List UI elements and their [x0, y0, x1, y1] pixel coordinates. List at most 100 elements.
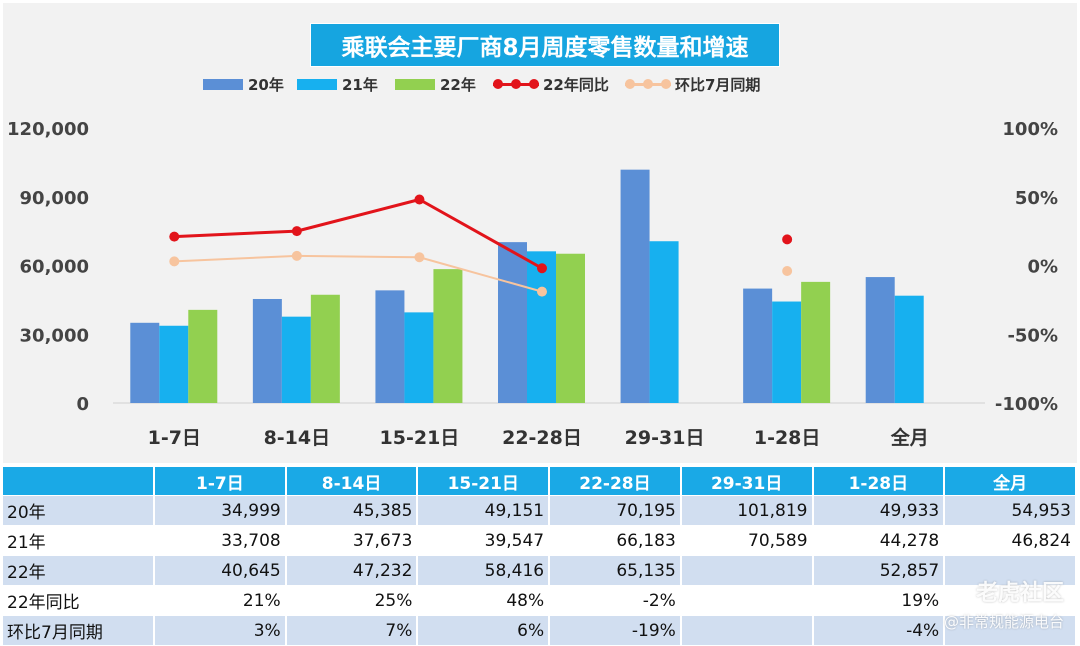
table-cell: 40,645	[154, 555, 287, 586]
table-cell: 44,278	[812, 525, 946, 556]
table-cell: 47,232	[285, 555, 419, 586]
bar-21年-22-28日	[527, 251, 556, 403]
table-cell: 39,547	[417, 525, 551, 556]
table-cell: -4%	[812, 615, 946, 645]
legend-item-yoy: 22年同比	[493, 74, 609, 94]
line-segment-环比7月同期	[419, 256, 543, 293]
table-cell: 37,673	[285, 525, 419, 556]
bar-21年-29-31日	[649, 241, 679, 403]
table-cell: 70,195	[549, 495, 682, 526]
table-cell	[944, 585, 1077, 616]
table-cell: 101,819	[680, 495, 814, 526]
x-tick-label: 22-28日	[502, 427, 582, 449]
row-label: 22年同比	[3, 585, 155, 616]
bar-21年-全月	[894, 295, 924, 403]
table-cell: 19%	[812, 585, 946, 616]
line-segment-22年同比	[174, 229, 297, 239]
bar-22年-1-7日	[188, 309, 218, 403]
x-tick-label: 15-21日	[380, 427, 460, 449]
table-cell: 66,183	[549, 525, 682, 556]
point-22年同比-22-28日	[537, 263, 547, 274]
row-label: 20年	[3, 495, 155, 526]
bar-22年-22-28日	[556, 253, 585, 403]
bar-22年-1-28日	[801, 281, 831, 403]
y-tick-label-right: -50%	[1007, 325, 1058, 346]
table-cell: 7%	[285, 615, 419, 645]
table-cell: 45,385	[285, 495, 419, 526]
line-segment-环比7月同期	[296, 254, 420, 259]
point-环比7月同期-22-28日	[537, 286, 547, 297]
legend-swatch-22	[395, 78, 435, 90]
row-label: 22年	[3, 555, 155, 586]
bar-22年-8-14日	[310, 294, 340, 403]
y-tick-label-left: 0	[76, 394, 89, 415]
table-cell: 48%	[417, 585, 551, 616]
table-cell: 49,151	[417, 495, 551, 526]
chart-legend: 20年 21年 22年 22年同比 环比7月同期	[0, 74, 1080, 94]
y-tick-label-right: 100%	[1002, 119, 1058, 140]
table-cell	[944, 555, 1077, 586]
legend-label-20: 20年	[248, 75, 284, 94]
legend-label-yoy: 22年同比	[543, 75, 609, 94]
table-cell	[944, 615, 1077, 645]
bar-21年-1-28日	[772, 301, 802, 403]
table-cell: -19%	[549, 615, 682, 645]
x-tick-label: 29-31日	[625, 427, 705, 449]
point-22年同比-1-7日	[169, 231, 180, 242]
watermark-sub: @非常规能源电台	[943, 613, 1064, 631]
legend-item-mom: 环比7月同期	[625, 74, 760, 94]
y-tick-label-left: 30,000	[20, 325, 89, 346]
legend-item-21: 21年	[297, 74, 378, 94]
table-header-cell: 1-7日	[154, 467, 287, 496]
point-环比7月同期-8-14日	[291, 250, 302, 261]
bar-22年-15-21日	[433, 269, 463, 403]
legend-item-20: 20年	[203, 74, 284, 94]
y-tick-label-right: 50%	[1015, 188, 1058, 209]
table-cell: 54,953	[944, 495, 1077, 526]
row-label: 21年	[3, 525, 155, 556]
table-cell: 52,857	[812, 555, 946, 586]
table-row: 22年同比 21% 25% 48% -2% 19%	[3, 585, 1077, 616]
chart-title: 乘联会主要厂商8月周度零售数量和增速	[310, 23, 780, 67]
y-tick-label-left: 90,000	[20, 188, 89, 209]
table-row: 环比7月同期 3% 7% 6% -19% -4%	[3, 615, 1077, 645]
table-header-cell: 全月	[944, 467, 1077, 496]
x-tick-label: 1-7日	[148, 427, 201, 449]
table-header-cell: 1-28日	[812, 467, 946, 496]
table-header-cell: 22-28日	[549, 467, 682, 496]
table-row: 22年 40,645 47,232 58,416 65,135 52,857	[3, 555, 1077, 586]
table-cell: 58,416	[417, 555, 551, 586]
line-segment-环比7月同期	[174, 254, 297, 263]
table-cell	[680, 555, 814, 586]
table-cell: 25%	[285, 585, 419, 616]
table-header-cell: 8-14日	[285, 467, 419, 496]
table-cell: 65,135	[549, 555, 682, 586]
point-环比7月同期-15-21日	[414, 252, 425, 263]
table-cell: -2%	[549, 585, 682, 616]
bar-20年-8-14日	[252, 298, 282, 403]
bar-20年-15-21日	[375, 290, 405, 403]
row-label: 环比7月同期	[3, 615, 155, 645]
table-header-cell	[3, 467, 155, 496]
chart-plot: 0 30,000 60,000 90,000 120,000 -100% -50% 0% 50%…	[7, 119, 1058, 449]
table-cell: 3%	[154, 615, 287, 645]
table-row: 21年 33,708 37,673 39,547 66,183 70,589 4…	[3, 525, 1077, 556]
line-segment-22年同比	[296, 198, 420, 233]
legend-marker-yoy	[493, 78, 539, 90]
bar-20年-29-31日	[620, 169, 650, 403]
legend-swatch-21	[297, 78, 337, 90]
legend-label-22: 22年	[440, 75, 476, 94]
y-tick-label-right: 0%	[1027, 257, 1058, 278]
legend-swatch-20	[203, 78, 243, 90]
bar-20年-1-7日	[130, 322, 160, 403]
line-segment-22年同比	[418, 198, 543, 270]
bar-20年-22-28日	[498, 242, 527, 403]
data-table: 1-7日 8-14日 15-21日 22-28日 29-31日 1-28日 全月…	[3, 467, 1077, 645]
bar-21年-8-14日	[281, 316, 311, 403]
x-tick-label: 全月	[890, 426, 929, 449]
table-cell: 70,589	[680, 525, 814, 556]
table-cell: 33,708	[154, 525, 287, 556]
y-tick-label-left: 60,000	[20, 257, 89, 278]
watermark-brand: 老虎社区	[975, 581, 1064, 606]
table-cell: 34,999	[154, 495, 287, 526]
